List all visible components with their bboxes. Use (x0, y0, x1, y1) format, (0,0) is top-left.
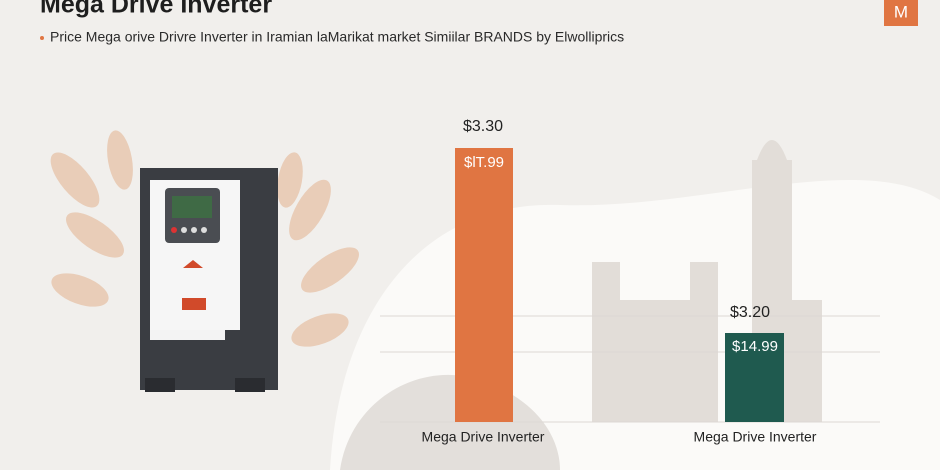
subtitle: Price Mega orive Drivre Inverter in Iram… (50, 29, 624, 45)
leaves (50, 130, 359, 347)
bullet (40, 36, 44, 40)
bar (455, 148, 513, 422)
crescent (766, 118, 778, 124)
title: Mega Drive Inverter (40, 0, 272, 19)
mosque-silhouette (592, 140, 822, 422)
bar-top-label: $3.20 (730, 304, 770, 321)
logo-text: M (894, 2, 908, 21)
bar (725, 333, 784, 422)
logo (884, 0, 918, 26)
bar-inner-label: $14.99 (732, 338, 778, 355)
inverter-image (140, 168, 278, 392)
bar-top-label: $3.30 (463, 118, 503, 135)
category-label: Mega Drive Inverter (694, 429, 817, 445)
category-label: Mega Drive Inverter (422, 429, 545, 445)
bar-inner-label: $lT.99 (464, 154, 504, 171)
